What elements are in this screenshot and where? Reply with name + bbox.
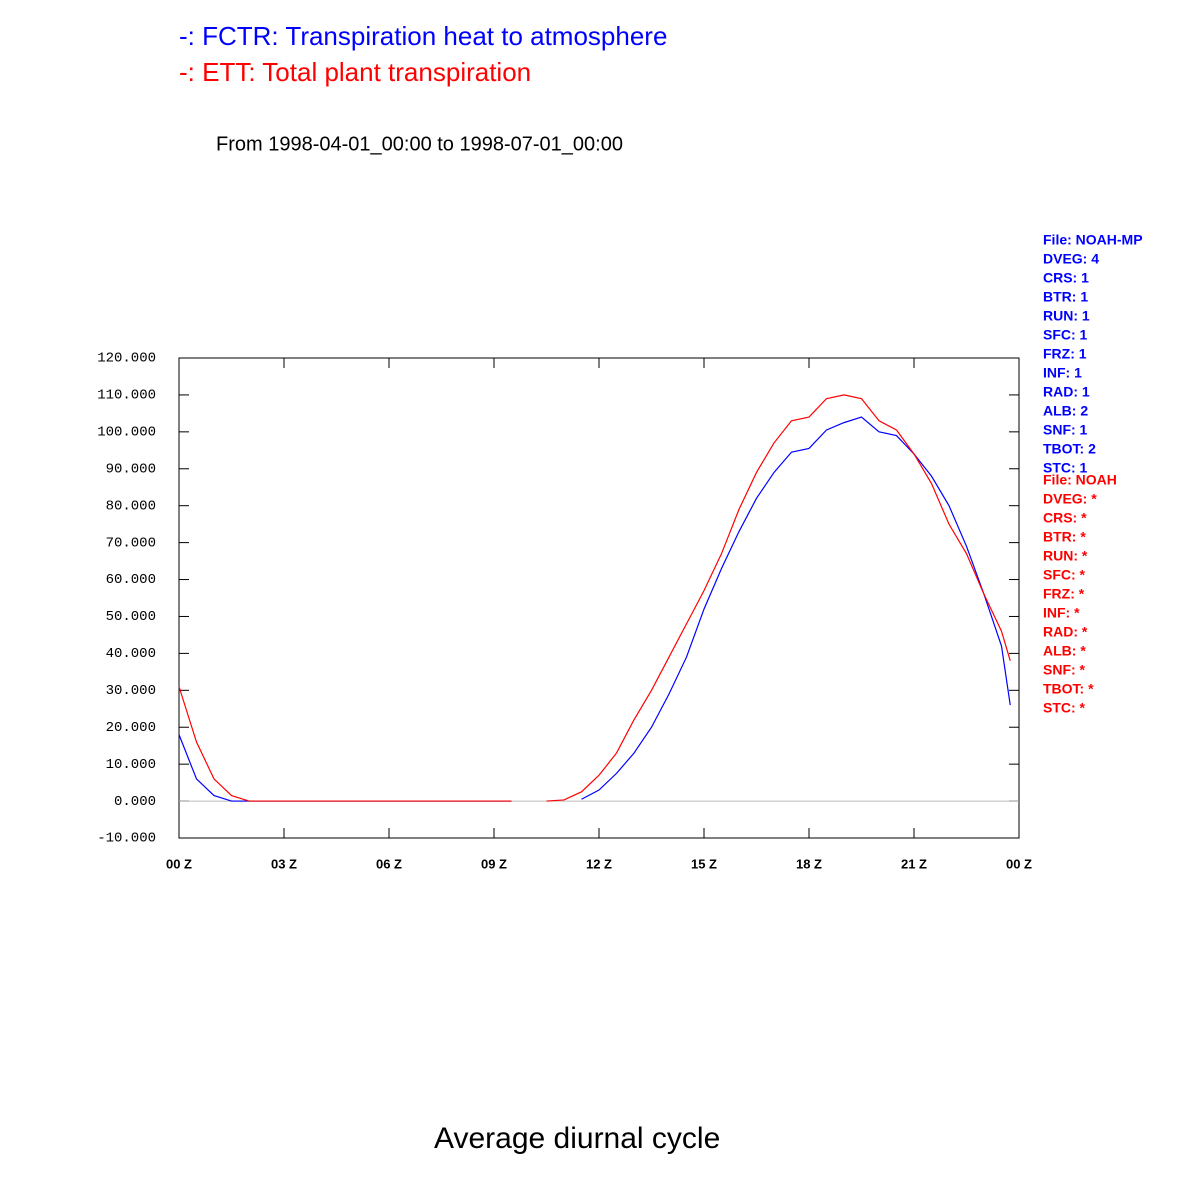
annotation: BTR: * [1043,529,1086,545]
x-tick-label: 15 Z [691,856,717,871]
annotation: TBOT: * [1043,681,1094,697]
y-tick-label: 10.000 [106,757,156,773]
annotation: ALB: * [1043,643,1086,659]
y-tick-label: 100.000 [97,425,156,441]
y-tick-label: 50.000 [106,609,156,625]
annotation: STC: * [1043,700,1086,716]
legend-entry: -: ETT: Total plant transpiration [179,57,531,87]
annotation: File: NOAH-MP [1043,232,1143,248]
x-tick-label: 18 Z [796,856,822,871]
y-tick-label: 110.000 [97,388,156,404]
annotation: SFC: * [1043,567,1086,583]
plot-frame [178,357,1020,839]
y-tick-label: 120.000 [97,351,156,367]
series-line [178,416,1011,802]
x-tick-label: 03 Z [271,856,297,871]
annotation: SFC: 1 [1043,327,1088,343]
annotation: RAD: 1 [1043,384,1090,400]
annotation: SNF: 1 [1043,422,1088,438]
y-tick-label: -10.000 [97,831,156,847]
annotation: FRZ: * [1043,586,1085,602]
x-tick-label: 00 Z [1006,856,1032,871]
annotation: RAD: * [1043,624,1088,640]
x-tick-label: 09 Z [481,856,507,871]
annotation: BTR: 1 [1043,289,1088,305]
series-line [178,394,1011,802]
annotation: INF: * [1043,605,1080,621]
y-tick-label: 80.000 [106,498,156,514]
annotation: TBOT: 2 [1043,441,1096,457]
annotation: File: NOAH [1043,472,1117,488]
annotation: FRZ: 1 [1043,346,1087,362]
annotation: STC: 1 [1043,460,1088,476]
x-tick-label: 06 Z [376,856,402,871]
x-tick-label: 21 Z [901,856,927,871]
y-tick-label: 0.000 [114,794,156,810]
annotation: SNF: * [1043,662,1086,678]
annotation: CRS: * [1043,510,1087,526]
annotation: ALB: 2 [1043,403,1088,419]
annotation: DVEG: * [1043,491,1097,507]
chart-subtitle: From 1998-04-01_00:00 to 1998-07-01_00:0… [216,133,623,155]
y-tick-label: 90.000 [106,461,156,477]
chart-title: Average diurnal cycle [434,1122,720,1155]
y-tick-label: 70.000 [106,535,156,551]
x-tick-label: 12 Z [586,856,612,871]
y-tick-label: 20.000 [106,720,156,736]
x-tick-label: 00 Z [166,856,192,871]
annotation: RUN: 1 [1043,308,1090,324]
legend-entry: -: FCTR: Transpiration heat to atmospher… [179,21,667,51]
annotation: CRS: 1 [1043,270,1089,286]
annotation: RUN: * [1043,548,1088,564]
annotation: DVEG: 4 [1043,251,1099,267]
y-tick-label: 30.000 [106,683,156,699]
y-tick-label: 40.000 [106,646,156,662]
annotation: INF: 1 [1043,365,1082,381]
y-tick-label: 60.000 [106,572,156,588]
